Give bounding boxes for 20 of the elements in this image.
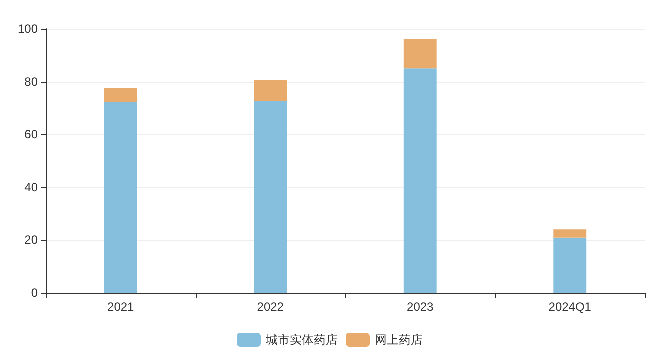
- bar: [104, 102, 138, 293]
- x-tick-label: 2024Q1: [548, 300, 592, 314]
- y-tick-label: 0: [31, 286, 38, 300]
- y-tick-label: 20: [24, 233, 38, 248]
- y-tick-label: 100: [18, 22, 38, 36]
- y-tick-label: 80: [24, 74, 38, 89]
- bar: [404, 68, 437, 293]
- bar: [104, 88, 138, 102]
- x-tick-label: 2021: [108, 300, 135, 314]
- x-tick-label: 2022: [257, 300, 284, 314]
- bar: [254, 101, 288, 293]
- x-tick-label: 2023: [407, 300, 434, 314]
- bar: [404, 39, 437, 69]
- bar: [554, 230, 587, 238]
- bar: [554, 238, 587, 293]
- legend-label: 网上药店: [375, 333, 423, 347]
- legend-label: 城市实体药店: [265, 333, 338, 347]
- y-tick-label: 60: [24, 128, 38, 142]
- y-tick-label: 40: [24, 180, 38, 194]
- bar: [254, 80, 288, 102]
